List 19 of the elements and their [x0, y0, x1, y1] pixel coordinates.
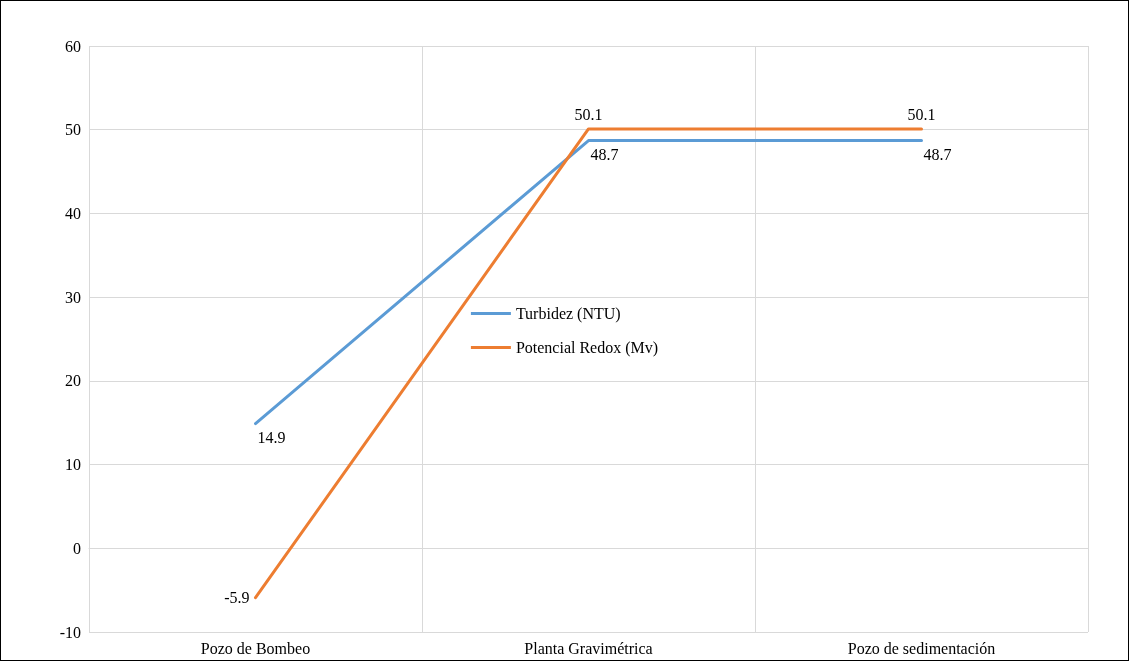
data-label: 48.7	[590, 146, 619, 164]
y-tick-label: 10	[65, 456, 81, 474]
x-tick-label: Pozo de Bombeo	[200, 639, 311, 657]
y-tick-label: 0	[73, 539, 81, 557]
data-label: 50.1	[574, 106, 603, 124]
y-tick-label: 30	[65, 288, 81, 306]
legend-label: Potencial Redox (Mv)	[515, 339, 659, 357]
data-label: 48.7	[923, 146, 952, 164]
data-label: 14.9	[257, 429, 286, 447]
x-tick-label: Planta Gravimétrica	[524, 639, 653, 657]
y-tick-label: -10	[59, 623, 81, 641]
data-label: -5.9	[224, 589, 250, 607]
y-tick-label: 20	[65, 372, 81, 390]
y-tick-label: 40	[65, 204, 81, 222]
y-tick-label: 50	[65, 121, 81, 139]
x-tick-label: Pozo de sedimentación	[847, 639, 996, 657]
y-tick-label: 60	[65, 37, 81, 55]
legend-label: Turbidez (NTU)	[515, 305, 621, 323]
data-label: 50.1	[907, 106, 936, 124]
